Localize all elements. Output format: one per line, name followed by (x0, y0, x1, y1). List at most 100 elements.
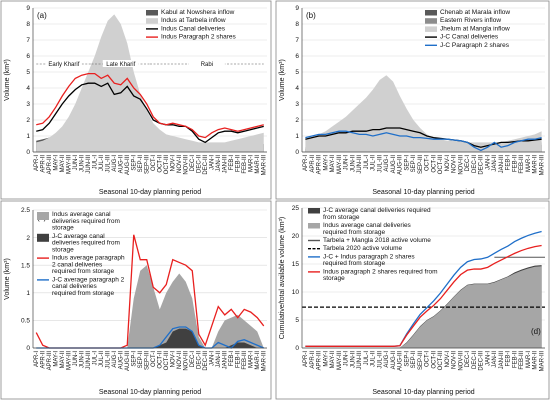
y-axis-label: Volume (km³) (4, 59, 11, 101)
x-tick-label: JUN-III (357, 155, 363, 174)
x-tick-label: JUN-I (73, 351, 79, 367)
x-tick-label: JUN-III (357, 351, 363, 370)
legend-item: Indus at Tarbela inflow (146, 17, 226, 24)
x-tick-label: MAR-I (249, 155, 255, 172)
x-tick-label: JAN-II (216, 155, 222, 172)
y-tick-label: 8 (26, 21, 30, 28)
x-tick-label: FEB-III (242, 351, 248, 370)
x-tick-label: SEP-I (132, 351, 138, 367)
legend-swatch (37, 212, 49, 220)
x-tick-label: APR-II (41, 351, 47, 369)
panel-label: (a) (37, 11, 47, 20)
x-tick-label: JUN-III (86, 155, 92, 174)
x-tick-label: SEP-III (145, 155, 151, 174)
y-tick-label: 0 (295, 345, 299, 352)
x-tick-label: NOV-II (452, 351, 458, 369)
x-tick-label: FEB-I (506, 351, 512, 367)
x-axis-label: Seasonal 10-day planning period (99, 189, 201, 196)
x-tick-label: OCT-III (164, 351, 170, 371)
y-tick-label: 6 (295, 53, 299, 60)
x-tick-label: AUG-II (391, 351, 397, 370)
x-tick-label: DEC-III (479, 351, 485, 371)
x-tick-label: APR-I (303, 155, 309, 171)
y-tick-label: 4 (295, 85, 299, 92)
legend-label: storage (323, 275, 345, 282)
x-tick-label: SEP-II (138, 155, 144, 173)
y-tick-label: 0.5 (21, 318, 30, 325)
legend-swatch (308, 223, 320, 229)
x-tick-label: JUL-II (99, 351, 105, 367)
x-axis-label: Seasonal 10-day planning period (372, 389, 474, 396)
series-area-0 (36, 265, 264, 348)
legend-label: required from storage (52, 268, 115, 275)
x-tick-label: NOV-III (184, 155, 190, 175)
x-tick-label: FEB-I (506, 155, 512, 171)
x-tick-label: JUN-III (86, 351, 92, 370)
x-tick-label: MAY-I (323, 351, 329, 367)
series-area-1 (36, 328, 264, 348)
x-tick-label: DEC-II (197, 351, 203, 369)
season-label-bg (45, 60, 82, 67)
x-tick-label: SEP-III (145, 351, 151, 370)
x-tick-label: APR-II (310, 155, 316, 173)
legend-label: J-C average paragraph 2 (52, 276, 125, 283)
legend-label: canal deliveries (52, 283, 98, 290)
x-tick-label: JAN-III (499, 155, 505, 174)
y-tick-label: 5 (295, 317, 299, 324)
y-tick-label: 2 (26, 117, 30, 124)
x-tick-label: FEB-I (229, 155, 235, 171)
y-tick-label: 20 (292, 233, 300, 240)
x-tick-label: DEC-II (197, 155, 203, 173)
x-tick-label: NOV-I (445, 155, 451, 172)
legend-swatch (146, 10, 158, 16)
x-tick-label: JUL-II (99, 155, 105, 171)
x-tick-label: MAY-II (60, 155, 66, 173)
x-tick-label: AUG-II (391, 155, 397, 174)
series-area-1 (305, 266, 542, 348)
legend: J-C average canal deliveries requiredfro… (308, 207, 438, 282)
x-tick-label: DEC-II (472, 351, 478, 369)
x-tick-label: NOV-II (452, 155, 458, 173)
y-tick-label: 25 (292, 205, 300, 212)
x-tick-label: JUL-I (364, 155, 370, 170)
x-tick-label: JAN-II (492, 351, 498, 368)
legend-swatch (425, 10, 437, 16)
series-line-4 (305, 130, 542, 152)
series-line-3 (36, 72, 264, 139)
x-tick-label: NOV-I (445, 351, 451, 368)
season-label-bg (102, 60, 139, 67)
x-axis-label: Seasonal 10-day planning period (372, 189, 474, 196)
x-tick-label: MAR-I (249, 351, 255, 368)
legend-label: Indus at Tarbela inflow (161, 17, 226, 24)
x-tick-label: MAY-II (330, 155, 336, 173)
y-tick-label: 1 (295, 133, 299, 140)
y-tick-label: 4 (26, 85, 30, 92)
x-tick-label: DEC-II (472, 155, 478, 173)
x-tick-label: JAN-III (223, 351, 229, 370)
x-tick-label: JAN-III (499, 351, 505, 370)
x-tick-label: AUG-II (119, 351, 125, 370)
x-tick-label: FEB-II (236, 155, 242, 172)
x-tick-label: FEB-II (512, 351, 518, 368)
x-tick-label: FEB-II (236, 351, 242, 368)
series-area-2 (305, 75, 542, 152)
x-tick-label: DEC-I (190, 155, 196, 172)
x-tick-label: MAR-II (533, 155, 539, 174)
y-tick-label: 1 (26, 290, 30, 297)
x-tick-label: OCT-II (431, 155, 437, 173)
x-tick-label: MAR-II (255, 155, 261, 174)
x-tick-label: JUL-III (106, 351, 112, 369)
legend-swatch (146, 18, 158, 24)
legend-label: Kabul at Nowshera inflow (161, 9, 235, 16)
x-tick-label: APR-III (47, 155, 53, 175)
x-tick-label: JAN-I (210, 155, 216, 170)
legend-label: Indus Canal deliveries (161, 25, 226, 32)
legend-label: Indus paragraph 2 shares required from (323, 268, 438, 275)
series-line-3 (305, 127, 542, 148)
y-tick-label: 7 (26, 37, 30, 44)
